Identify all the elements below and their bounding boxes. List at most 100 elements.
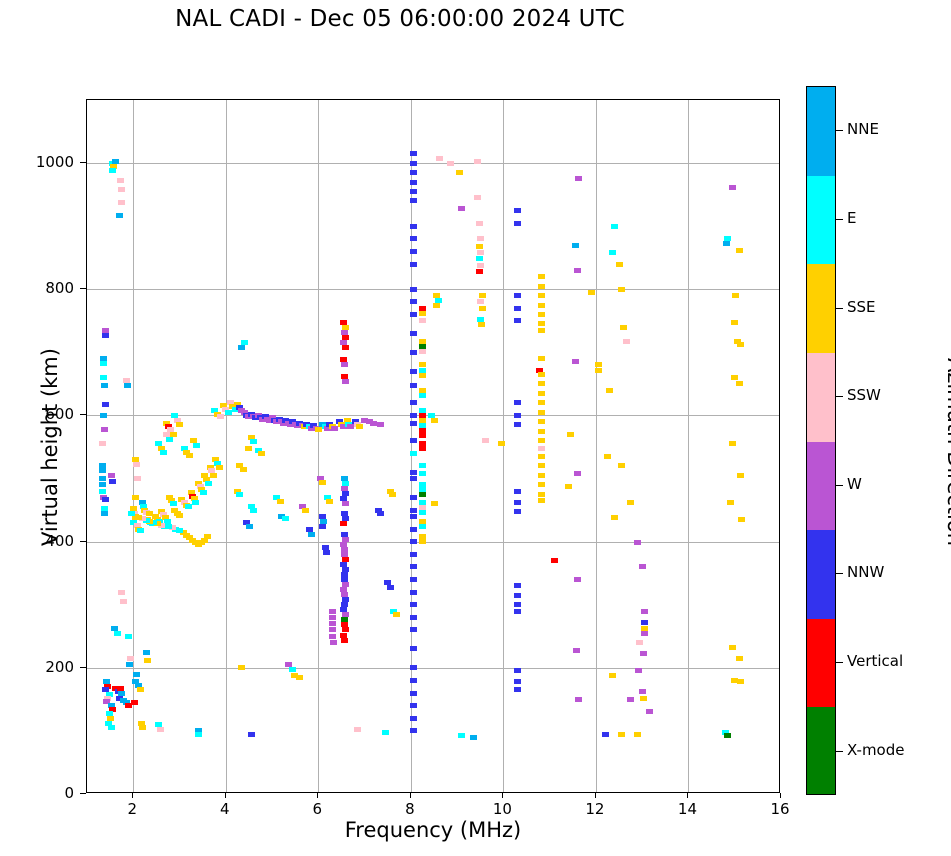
echo-mark xyxy=(117,187,125,193)
colorbar-segment-w xyxy=(807,441,835,531)
echo-mark xyxy=(341,481,349,487)
y-tick-mark xyxy=(80,288,86,289)
echo-mark xyxy=(340,541,348,547)
echo-mark xyxy=(455,170,463,176)
echo-mark xyxy=(188,493,196,499)
chart-title: NAL CADI - Dec 05 06:00:00 2024 UTC xyxy=(175,6,625,32)
echo-mark xyxy=(418,518,426,524)
colorbar-label-nne: NNE xyxy=(847,120,879,139)
echo-mark xyxy=(409,469,417,475)
echo-mark xyxy=(574,696,582,702)
echo-mark xyxy=(340,486,348,492)
echo-mark xyxy=(340,632,348,638)
y-tick-mark xyxy=(80,793,86,794)
echo-mark xyxy=(155,440,163,446)
echo-mark xyxy=(636,640,644,646)
echo-mark xyxy=(129,520,137,526)
echo-mark xyxy=(736,472,744,478)
echo-mark xyxy=(135,682,143,688)
echo-mark xyxy=(409,382,417,388)
echo-mark xyxy=(296,674,304,680)
echo-mark xyxy=(165,436,173,442)
echo-mark xyxy=(275,416,283,422)
echo-mark xyxy=(601,731,609,737)
echo-mark xyxy=(537,356,545,362)
echo-mark xyxy=(418,470,426,476)
echo-mark xyxy=(343,418,351,423)
echo-mark xyxy=(247,731,255,737)
echo-mark xyxy=(179,530,187,536)
echo-mark xyxy=(171,507,179,513)
echo-mark xyxy=(384,579,392,585)
echo-mark xyxy=(201,537,209,543)
echo-mark xyxy=(537,491,545,497)
echo-mark xyxy=(340,373,348,379)
echo-mark xyxy=(341,491,349,497)
echo-mark xyxy=(340,571,348,577)
echo-mark xyxy=(735,247,743,253)
echo-mark xyxy=(513,687,521,693)
echo-mark xyxy=(300,424,308,430)
echo-mark xyxy=(131,513,139,519)
echo-mark xyxy=(537,409,545,415)
echo-mark xyxy=(617,463,625,469)
echo-mark xyxy=(418,445,426,451)
echo-mark xyxy=(340,617,348,623)
echo-mark xyxy=(728,441,736,447)
echo-mark xyxy=(259,416,267,422)
echo-mark xyxy=(356,424,364,430)
echo-mark xyxy=(608,250,616,256)
echo-mark xyxy=(627,500,635,506)
echo-mark xyxy=(222,406,230,412)
colorbar-tick xyxy=(836,662,843,663)
echo-mark xyxy=(537,428,545,434)
x-tick-label: 12 xyxy=(585,800,605,818)
x-tick-mark xyxy=(687,793,688,798)
echo-mark xyxy=(409,507,417,513)
echo-mark xyxy=(351,419,359,425)
echo-mark xyxy=(233,488,241,494)
echo-mark xyxy=(280,420,288,426)
echo-mark xyxy=(418,305,426,311)
echo-mark xyxy=(537,302,545,308)
echo-mark xyxy=(307,425,315,431)
colorbar-segment-nnw xyxy=(807,530,835,619)
echo-mark xyxy=(239,466,247,472)
echo-mark xyxy=(409,703,417,709)
echo-mark xyxy=(124,382,132,388)
echo-mark xyxy=(409,677,417,683)
echo-mark xyxy=(133,462,141,468)
echo-mark xyxy=(102,401,109,407)
echo-mark xyxy=(112,159,120,165)
echo-mark xyxy=(341,622,349,628)
x-tick-label: 4 xyxy=(220,800,230,818)
echo-mark xyxy=(573,576,581,582)
echo-mark xyxy=(418,539,426,545)
colorbar-tick xyxy=(836,573,843,574)
echo-mark xyxy=(340,607,348,613)
echo-mark xyxy=(341,582,349,588)
echo-mark xyxy=(118,199,126,205)
echo-mark xyxy=(102,679,110,685)
echo-mark xyxy=(340,511,348,517)
echo-mark xyxy=(236,463,244,469)
echo-mark xyxy=(190,496,198,502)
echo-mark xyxy=(192,443,200,449)
echo-mark xyxy=(606,387,614,393)
echo-mark xyxy=(141,507,149,513)
echo-mark xyxy=(236,492,244,498)
echo-mark xyxy=(107,472,115,478)
x-tick-mark xyxy=(317,793,318,798)
echo-mark xyxy=(341,536,349,542)
echo-mark xyxy=(100,506,108,512)
echo-mark xyxy=(138,720,146,726)
echo-mark xyxy=(321,545,329,551)
echo-mark xyxy=(537,390,545,396)
echo-mark xyxy=(370,420,378,426)
echo-mark xyxy=(276,498,284,504)
echo-mark xyxy=(210,472,218,478)
echo-mark xyxy=(185,504,193,510)
echo-mark xyxy=(320,518,328,524)
echo-mark xyxy=(409,261,417,267)
echo-mark xyxy=(163,420,171,426)
